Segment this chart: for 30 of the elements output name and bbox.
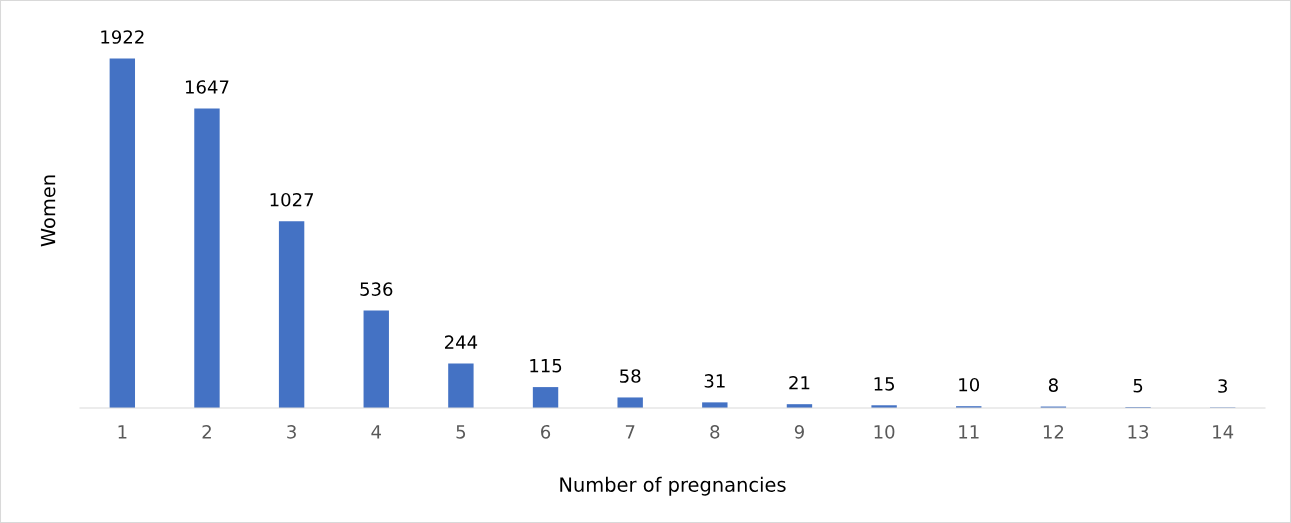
x-tick-label: 6 — [541, 424, 551, 439]
data-label: 1647 — [185, 80, 229, 94]
data-label: 31 — [704, 374, 725, 388]
data-label: 8 — [1048, 378, 1058, 392]
data-label: 1027 — [270, 192, 314, 207]
x-tick-label: 1 — [118, 425, 127, 439]
x-tick-label: 9 — [794, 424, 804, 439]
x-tick-label: 10 — [874, 424, 895, 439]
x-tick-label: 7 — [625, 425, 635, 439]
data-label: 3 — [1218, 379, 1227, 393]
x-axis-title: Number of pregnancies — [560, 476, 786, 496]
data-label: 115 — [530, 359, 562, 373]
data-label: 15 — [874, 377, 895, 391]
data-label: 244 — [444, 335, 478, 349]
y-axis-title: Women — [40, 175, 56, 247]
data-label: 21 — [789, 375, 810, 390]
x-tick-label: 8 — [710, 424, 720, 439]
data-label: 10 — [959, 377, 980, 392]
data-label: 1922 — [101, 30, 144, 44]
x-tick-label: 14 — [1213, 425, 1234, 439]
x-tick-label: 13 — [1128, 424, 1149, 439]
data-label: 58 — [620, 369, 641, 383]
x-tick-label: 5 — [456, 425, 466, 439]
x-tick-label: 4 — [371, 425, 381, 439]
x-tick-label: 2 — [202, 424, 211, 439]
x-tick-label: 12 — [1043, 424, 1064, 439]
x-tick-label: 11 — [959, 425, 979, 439]
data-label: 5 — [1133, 379, 1143, 393]
data-label: 536 — [360, 282, 393, 296]
x-tick-label: 3 — [287, 424, 296, 439]
